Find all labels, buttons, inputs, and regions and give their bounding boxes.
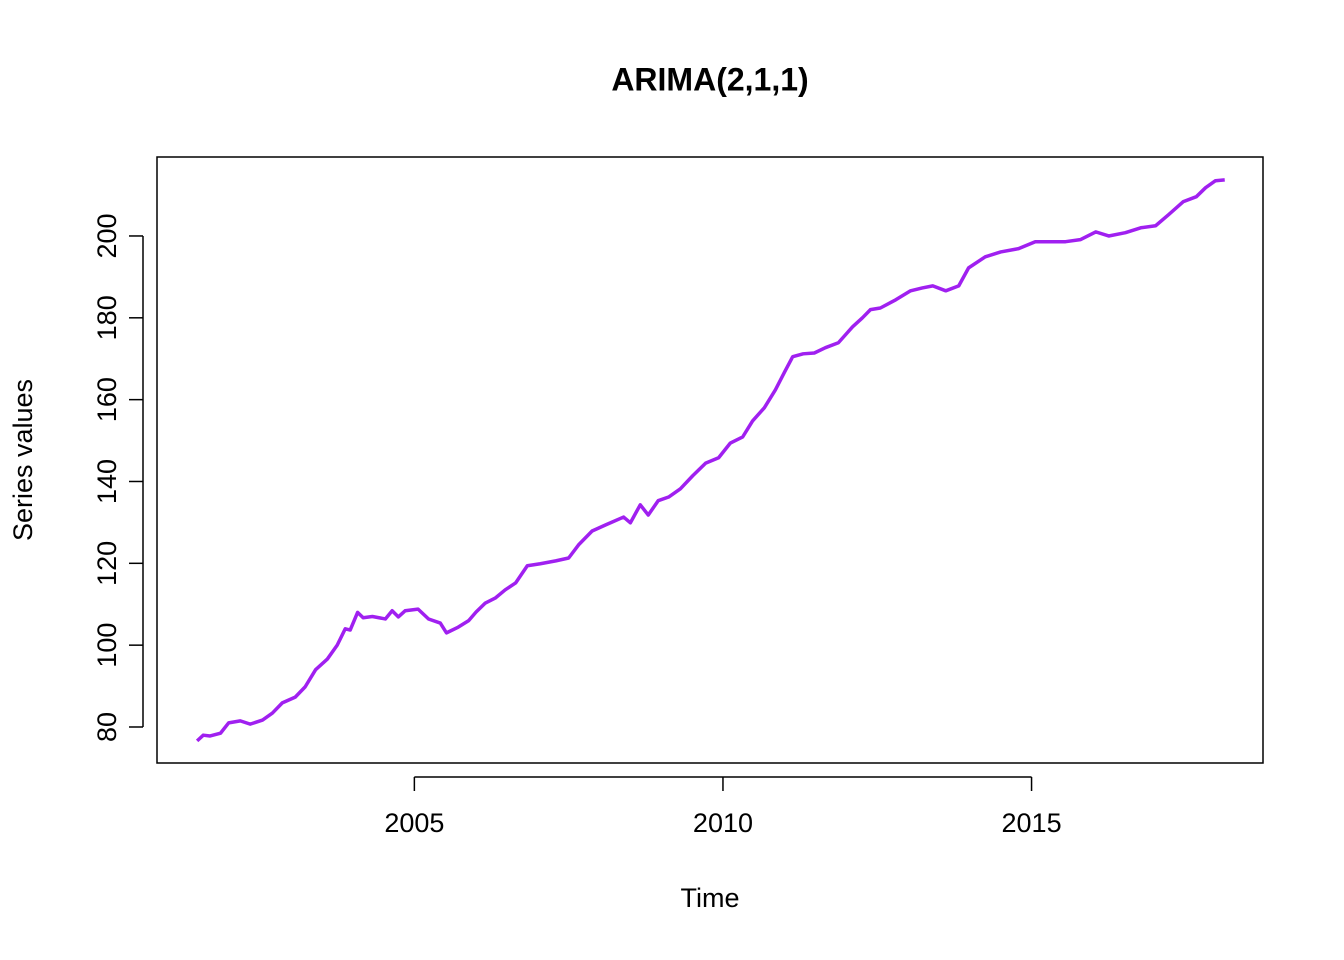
y-tick-label: 140 [92, 459, 122, 504]
y-tick-label: 100 [92, 623, 122, 668]
x-tick-label: 2015 [1002, 808, 1062, 838]
x-tick-label: 2010 [693, 808, 753, 838]
y-tick-label: 80 [92, 712, 122, 742]
x-axis-label: Time [681, 883, 740, 913]
y-tick-label: 200 [92, 213, 122, 258]
y-tick-label: 180 [92, 295, 122, 340]
y-tick-label: 120 [92, 541, 122, 586]
plot-box [156, 156, 1264, 764]
x-tick-label: 2005 [384, 808, 444, 838]
series-line [195, 178, 1225, 743]
y-axis-label: Series values [8, 379, 38, 541]
y-tick-label: 160 [92, 377, 122, 422]
chart-title: ARIMA(2,1,1) [611, 61, 808, 97]
